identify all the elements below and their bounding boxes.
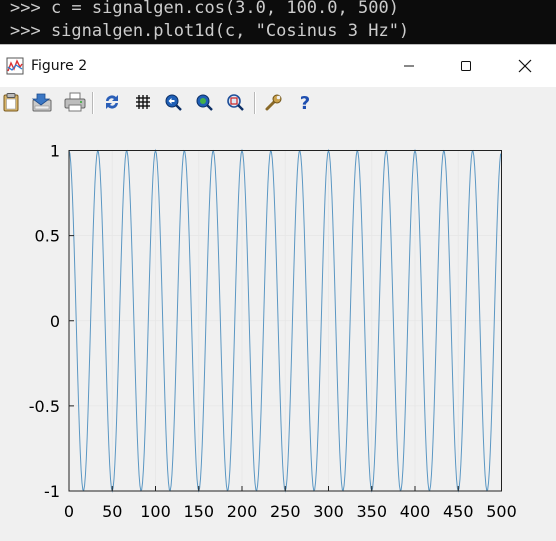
x-tick-label: 350 — [356, 502, 387, 521]
help-icon[interactable]: ? — [295, 92, 315, 112]
x-tick-label: 500 — [486, 502, 517, 521]
y-tick-label: 1 — [50, 142, 60, 161]
minimize-icon — [404, 65, 414, 67]
grid-icon[interactable] — [133, 92, 153, 112]
y-tick-label: 0.5 — [35, 227, 60, 246]
refresh-icon[interactable] — [102, 92, 122, 112]
window-title: Figure 2 — [31, 58, 88, 74]
minimize-button[interactable] — [386, 45, 432, 87]
x-tick-label: 50 — [102, 502, 122, 521]
x-tick-label: 450 — [443, 502, 474, 521]
figure-app-icon — [6, 57, 24, 75]
plot-area[interactable]: 0 50 100 150 200 250 300 350 400 450 500 1 0.5 0 -0.5 -… — [0, 117, 556, 541]
y-tick-label: -1 — [44, 482, 60, 501]
svg-text:?: ? — [300, 93, 310, 112]
x-tick-label: 200 — [227, 502, 258, 521]
toolbar-separator — [254, 92, 256, 114]
terminal-line: >>> c = signalgen.cos(3.0, 100.0, 500) — [10, 0, 399, 18]
y-tick-label: -0.5 — [29, 397, 60, 416]
print-icon[interactable] — [63, 92, 87, 112]
settings-icon[interactable] — [264, 92, 284, 112]
x-tick-label: 250 — [270, 502, 301, 521]
maximize-button[interactable] — [443, 45, 489, 87]
title-bar[interactable]: Figure 2 — [0, 45, 556, 87]
x-tick-label: 300 — [313, 502, 344, 521]
terminal-line: >>> signalgen.plot1d(c, "Cosinus 3 Hz") — [10, 21, 410, 41]
zoom-in-icon[interactable] — [163, 92, 183, 112]
close-button[interactable] — [502, 45, 548, 87]
maximize-icon — [461, 61, 471, 71]
toolbar-separator — [92, 92, 94, 114]
x-tick-label: 400 — [400, 502, 431, 521]
zoom-fit-icon[interactable] — [225, 92, 245, 112]
save-icon[interactable] — [31, 92, 55, 112]
x-tick-label: 100 — [140, 502, 171, 521]
x-tick-label: 0 — [64, 502, 74, 521]
zoom-out-icon[interactable] — [194, 92, 214, 112]
x-tick-label: 150 — [183, 502, 214, 521]
toolbar: ? — [0, 87, 556, 117]
figure-window: Figure 2 — [0, 44, 556, 541]
y-tick-label: 0 — [50, 312, 60, 331]
clipboard-icon[interactable] — [1, 92, 21, 112]
axis-ticks: 0 50 100 150 200 250 300 350 400 450 500 1 0.5 0 -0.5 -… — [29, 142, 517, 522]
terminal: >>> c = signalgen.cos(3.0, 100.0, 500) >… — [0, 0, 556, 48]
close-icon — [518, 59, 532, 73]
